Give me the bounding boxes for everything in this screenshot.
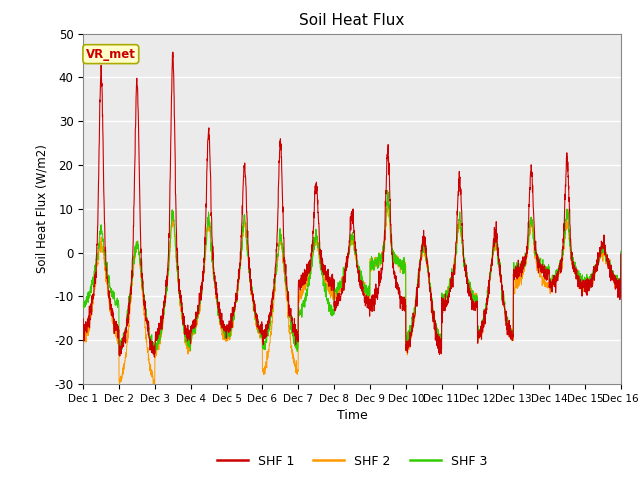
Title: Soil Heat Flux: Soil Heat Flux [300,13,404,28]
Y-axis label: Soil Heat Flux (W/m2): Soil Heat Flux (W/m2) [36,144,49,273]
Legend: SHF 1, SHF 2, SHF 3: SHF 1, SHF 2, SHF 3 [212,450,492,473]
X-axis label: Time: Time [337,409,367,422]
Text: VR_met: VR_met [86,48,136,60]
